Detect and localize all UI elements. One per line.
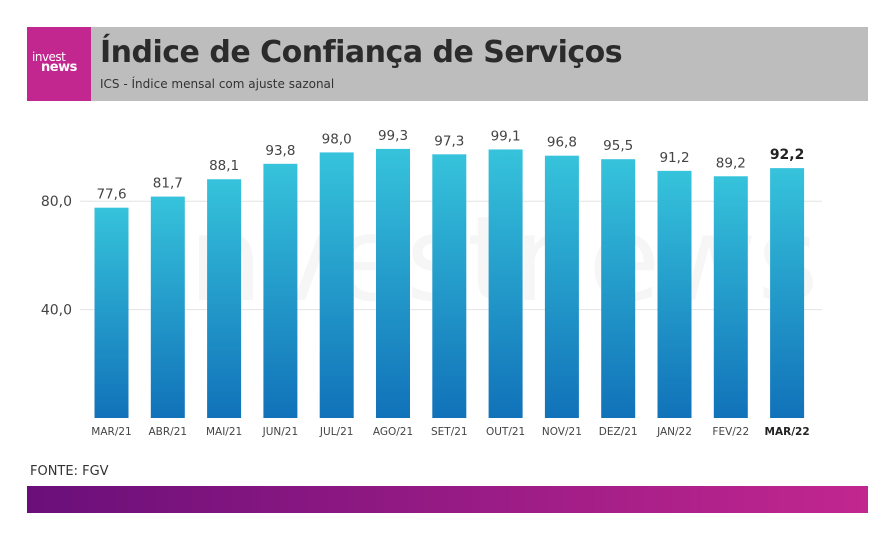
x-tick-label: MAI/21 xyxy=(206,426,242,438)
data-label: 77,6 xyxy=(96,187,126,203)
bar xyxy=(94,207,129,418)
x-tick-label: JAN/22 xyxy=(656,426,692,438)
data-label: 92,2 xyxy=(770,147,805,163)
logo-text-news: news xyxy=(41,60,77,75)
data-label: 88,1 xyxy=(209,158,239,174)
source-note: FONTE: FGV xyxy=(30,464,109,479)
footer-gradient-bar xyxy=(27,486,868,513)
x-tick-label: AGO/21 xyxy=(373,426,413,438)
data-label: 93,8 xyxy=(265,143,295,159)
x-tick-label: JUN/21 xyxy=(262,426,299,438)
bar-chart: investnews 77,681,788,193,898,0 99,3 97,3 9… xyxy=(41,128,822,438)
x-tick-label: JUL/21 xyxy=(319,426,354,438)
data-label: 95,5 xyxy=(603,138,633,154)
bar xyxy=(319,152,354,419)
bar xyxy=(544,155,579,418)
bar xyxy=(713,176,748,418)
data-label: 89,2 xyxy=(716,155,746,171)
y-tick-label: 40,0 xyxy=(41,303,72,319)
logo-text-invest: invest xyxy=(32,50,66,64)
header-banner: invest news Índice de Confiança de Servi… xyxy=(27,27,868,101)
bar xyxy=(488,149,523,418)
bar xyxy=(150,196,185,418)
bar xyxy=(601,159,636,418)
page-subtitle: ICS - Índice mensal com ajuste sazonal xyxy=(100,77,335,91)
bar xyxy=(207,179,242,418)
bar xyxy=(432,154,467,418)
data-label: 98,0 xyxy=(322,131,352,147)
brand-logo: invest news xyxy=(27,27,91,101)
bar xyxy=(770,168,805,418)
x-tick-label: ABR/21 xyxy=(149,426,188,438)
bar xyxy=(657,170,692,418)
x-tick-label: NOV/21 xyxy=(542,426,582,438)
x-tick-label: MAR/22 xyxy=(765,426,810,438)
x-tick-label: SET/21 xyxy=(431,426,468,438)
data-label: 97,3 xyxy=(434,133,464,149)
bar xyxy=(263,163,298,418)
x-tick-label: OUT/21 xyxy=(486,426,525,438)
data-label: 96,8 xyxy=(547,135,577,151)
y-tick-label: 80,0 xyxy=(41,194,72,210)
data-label: 91,2 xyxy=(659,150,689,166)
x-tick-label: MAR/21 xyxy=(91,426,131,438)
data-label: 81,7 xyxy=(153,176,183,192)
data-label: 99,3 xyxy=(378,128,408,144)
x-tick-label: DEZ/21 xyxy=(599,426,638,438)
data-label: 99,1 xyxy=(491,128,521,144)
page-title: Índice de Confiança de Serviços xyxy=(100,35,623,70)
bar xyxy=(376,148,410,418)
x-tick-label: FEV/22 xyxy=(712,426,749,438)
